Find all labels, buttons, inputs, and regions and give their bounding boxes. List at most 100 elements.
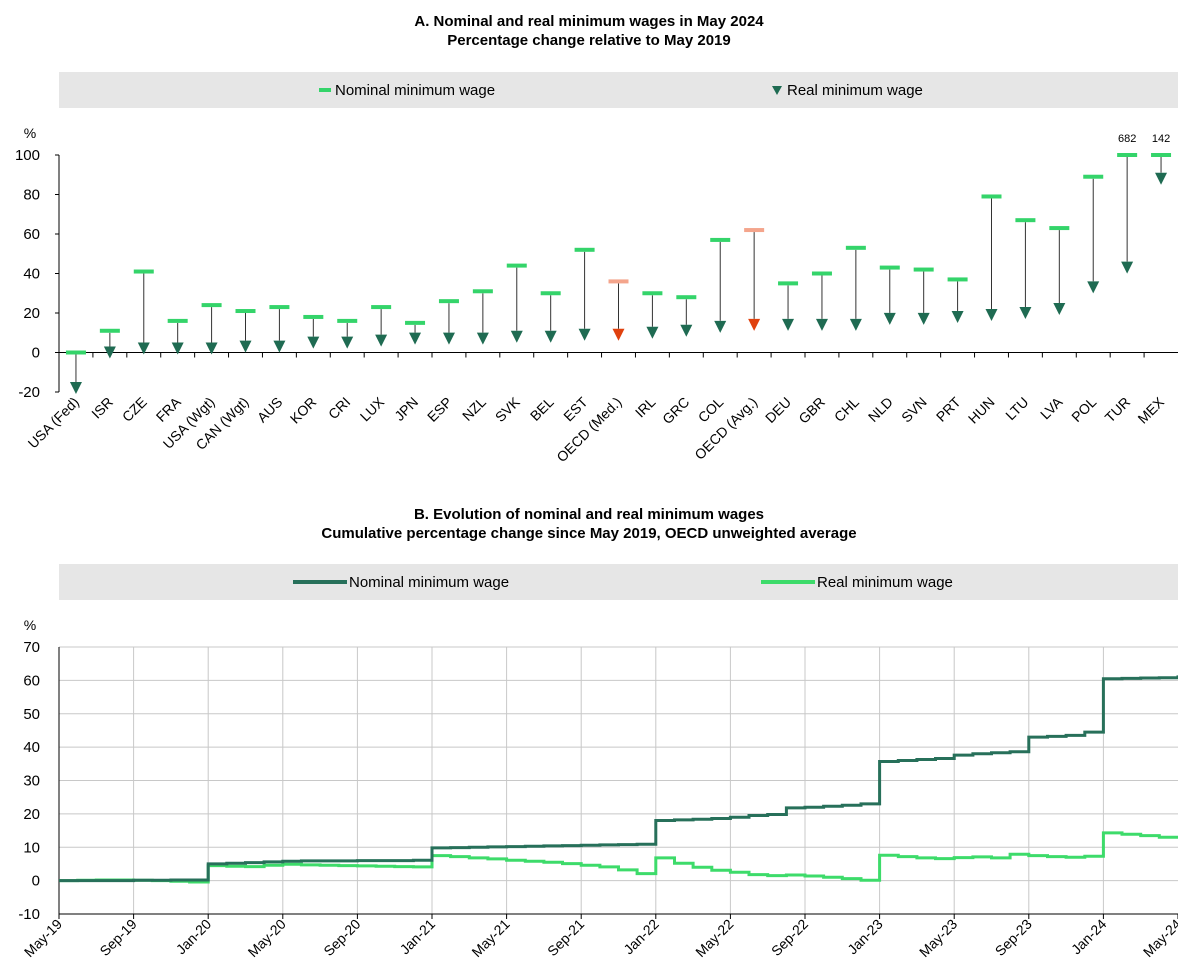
panel-a-legend-nominal-label: Nominal minimum wage (335, 81, 496, 99)
x-tick-label-b: Sep-19 (96, 916, 139, 959)
y-unit-b: % (24, 617, 36, 633)
y-tick-label-b: 10 (23, 839, 40, 856)
panel-a-legend-real: Real minimum wage (771, 72, 923, 108)
real-marker (917, 312, 930, 325)
y-tick-label-a: 60 (23, 226, 40, 243)
value-annotation: 142 (1152, 133, 1170, 145)
real-marker (883, 312, 896, 325)
x-tick-label-b: Jan-20 (173, 916, 215, 958)
nominal-marker (913, 267, 934, 272)
nominal-marker (1117, 153, 1138, 157)
y-tick-label-b: 0 (32, 873, 40, 890)
x-tick-label-b: May-23 (916, 916, 960, 960)
nominal-marker (65, 350, 86, 355)
real-marker (680, 324, 693, 337)
y-tick-label-b: -10 (18, 906, 40, 923)
y-tick-label-a: 40 (23, 266, 40, 283)
y-tick-label-b: 30 (23, 773, 40, 790)
nominal-marker (472, 289, 493, 294)
real-marker (205, 342, 218, 355)
real-marker (409, 332, 422, 345)
nominal-marker (371, 305, 392, 310)
x-tick-label-b: May-24 (1140, 916, 1178, 960)
nominal-marker (845, 245, 866, 250)
real-marker (1087, 281, 1100, 294)
nominal-marker (811, 271, 832, 276)
nominal-marker (642, 291, 663, 296)
real-marker (375, 334, 388, 347)
nominal-wage-line (59, 675, 1178, 883)
panel-b-title: B. Evolution of nominal and real minimum… (0, 505, 1178, 543)
real-marker (1121, 261, 1134, 274)
triangle-down-icon (772, 86, 782, 95)
nominal-marker (405, 320, 426, 325)
panel-a-title: A. Nominal and real minimum wages in May… (0, 12, 1178, 50)
nominal-marker (676, 295, 697, 300)
nominal-marker (1083, 174, 1104, 179)
x-tick-label-b: Sep-21 (544, 916, 587, 959)
nominal-marker (879, 265, 900, 270)
real-marker (646, 326, 659, 339)
nominal-marker (506, 263, 527, 268)
y-tick-label-b: 60 (23, 672, 40, 689)
real-marker (849, 318, 862, 331)
value-annotation: 682 (1118, 133, 1136, 145)
real-marker (985, 308, 998, 321)
real-marker (544, 330, 557, 343)
x-tick-label-b: Sep-23 (992, 916, 1035, 959)
panel-b-title-line1: B. Evolution of nominal and real minimum… (413, 506, 765, 523)
real-marker (1053, 303, 1066, 316)
real-marker (951, 310, 964, 323)
panel-a-title-line1: A. Nominal and real minimum wages in May… (414, 13, 764, 30)
nominal-marker (201, 303, 222, 308)
x-tick-label-b: Jan-23 (844, 916, 886, 958)
nominal-marker (438, 299, 459, 304)
x-tick-label-b: Jan-24 (1068, 916, 1110, 958)
nominal-marker (1049, 226, 1070, 231)
x-tick-label-b: Jan-22 (620, 916, 662, 958)
nominal-marker (1015, 218, 1036, 223)
panel-a-title-line2: Percentage change relative to May 2019 (447, 32, 731, 49)
y-tick-label-b: 70 (23, 639, 40, 656)
x-tick-label-b: May-20 (245, 916, 289, 960)
nominal-marker (337, 318, 358, 323)
y-tick-label-b: 50 (23, 706, 40, 723)
nominal-marker (235, 309, 256, 314)
real-marker (510, 330, 523, 343)
real-marker (239, 340, 252, 353)
panel-a-legend-real-label: Real minimum wage (787, 81, 923, 99)
real-marker (442, 332, 455, 345)
nominal-marker (99, 328, 120, 333)
real-marker (815, 318, 828, 331)
nominal-marker (303, 314, 324, 319)
x-tick-label-b: Jan-21 (397, 916, 439, 958)
nominal-marker (744, 228, 765, 233)
y-tick-label-b: 40 (23, 739, 40, 756)
panel-b-legend-real-label: Real minimum wage (817, 573, 953, 591)
panel-a-legend: Nominal minimum wage Real minimum wage (59, 72, 1178, 108)
real-marker (1155, 172, 1168, 185)
panel-b-legend: Nominal minimum wage Real minimum wage (59, 564, 1178, 600)
nominal-marker (1151, 153, 1172, 157)
nominal-marker (608, 279, 629, 284)
real-marker (714, 320, 727, 333)
real-marker (171, 342, 184, 355)
nominal-marker (540, 291, 561, 296)
nominal-marker (167, 318, 188, 323)
real-marker (341, 336, 354, 349)
nominal-marker (133, 269, 154, 274)
nominal-marker (778, 281, 799, 286)
nominal-marker (981, 194, 1002, 199)
y-tick-label-a: 80 (23, 187, 40, 204)
y-tick-label-a: 0 (32, 345, 40, 362)
real-line-icon (761, 580, 815, 584)
real-marker (137, 342, 150, 355)
nominal-marker (574, 247, 595, 252)
y-tick-label-a: 100 (15, 147, 40, 164)
real-marker (782, 318, 795, 331)
real-marker (748, 318, 761, 331)
real-marker (103, 346, 116, 359)
